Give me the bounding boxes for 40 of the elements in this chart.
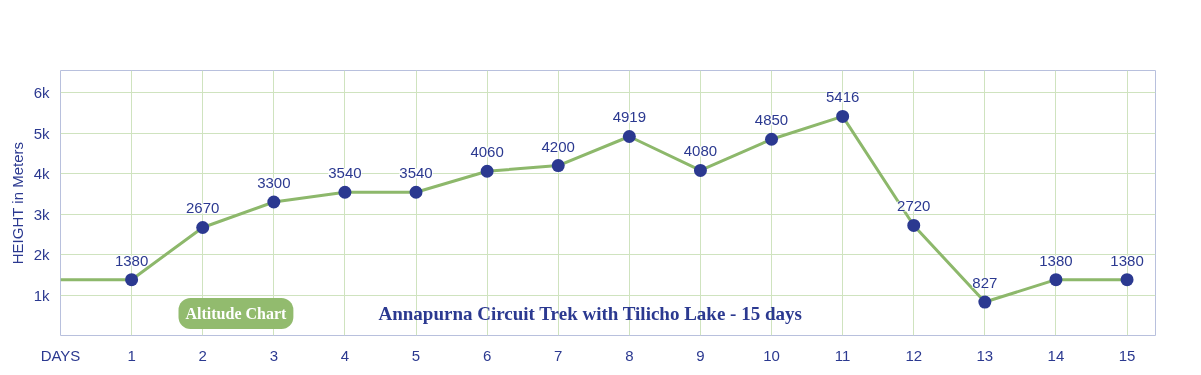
data-label: 827 bbox=[972, 274, 998, 292]
data-label: 1380 bbox=[114, 251, 149, 269]
text: Altitude Chart bbox=[185, 305, 288, 322]
x-tick-label: 9 bbox=[696, 346, 705, 364]
x-tick-label: 7 bbox=[554, 346, 563, 364]
data-label: 3300 bbox=[257, 173, 291, 191]
x-tick-label: 2 bbox=[198, 346, 207, 364]
x-tick-label: 6 bbox=[482, 346, 492, 364]
data-label: 5416 bbox=[825, 88, 860, 106]
x-tick-label: 13 bbox=[976, 346, 994, 364]
x-tick-label: 5 bbox=[411, 346, 421, 364]
data-label: 3540 bbox=[399, 164, 433, 182]
data-label: 3540 bbox=[328, 164, 362, 182]
data-label: 1380 bbox=[1110, 251, 1144, 269]
x-tick-label: 14 bbox=[1047, 346, 1065, 364]
y-tick-label: 2k bbox=[33, 246, 50, 264]
data-label: 4200 bbox=[541, 137, 575, 155]
x-tick-label: 3 bbox=[269, 346, 278, 364]
data-label: 4080 bbox=[683, 142, 718, 160]
y-tick-label: 5k bbox=[33, 124, 50, 142]
x-tick-label: 1 bbox=[127, 346, 136, 364]
y-tick-label: 1k bbox=[33, 286, 50, 304]
y-tick-label: 4k bbox=[33, 165, 50, 183]
data-label: 1380 bbox=[1039, 251, 1073, 269]
x-tick-label: 11 bbox=[834, 346, 851, 364]
x-tick-label: 12 bbox=[905, 346, 923, 364]
data-label: 2720 bbox=[897, 197, 931, 215]
data-label: 4060 bbox=[470, 143, 504, 161]
x-tick-label: 15 bbox=[1118, 346, 1136, 364]
y-tick-label: 6k bbox=[33, 84, 50, 102]
x-tick-label: 8 bbox=[625, 346, 634, 364]
data-label: 4850 bbox=[754, 111, 789, 129]
text: Annapurna Circuit Trek with Tilicho Lake - 15 days bbox=[378, 303, 802, 324]
y-tick-label: 3k bbox=[33, 205, 50, 223]
x-tick-label: 4 bbox=[340, 346, 350, 364]
x-tick-label: 10 bbox=[763, 346, 780, 364]
data-label: 4919 bbox=[612, 108, 647, 126]
data-label: 2670 bbox=[186, 199, 220, 217]
x-tick-label: DAYS bbox=[40, 346, 81, 364]
y-axis-title: HEIGHT in Meters bbox=[8, 142, 26, 265]
